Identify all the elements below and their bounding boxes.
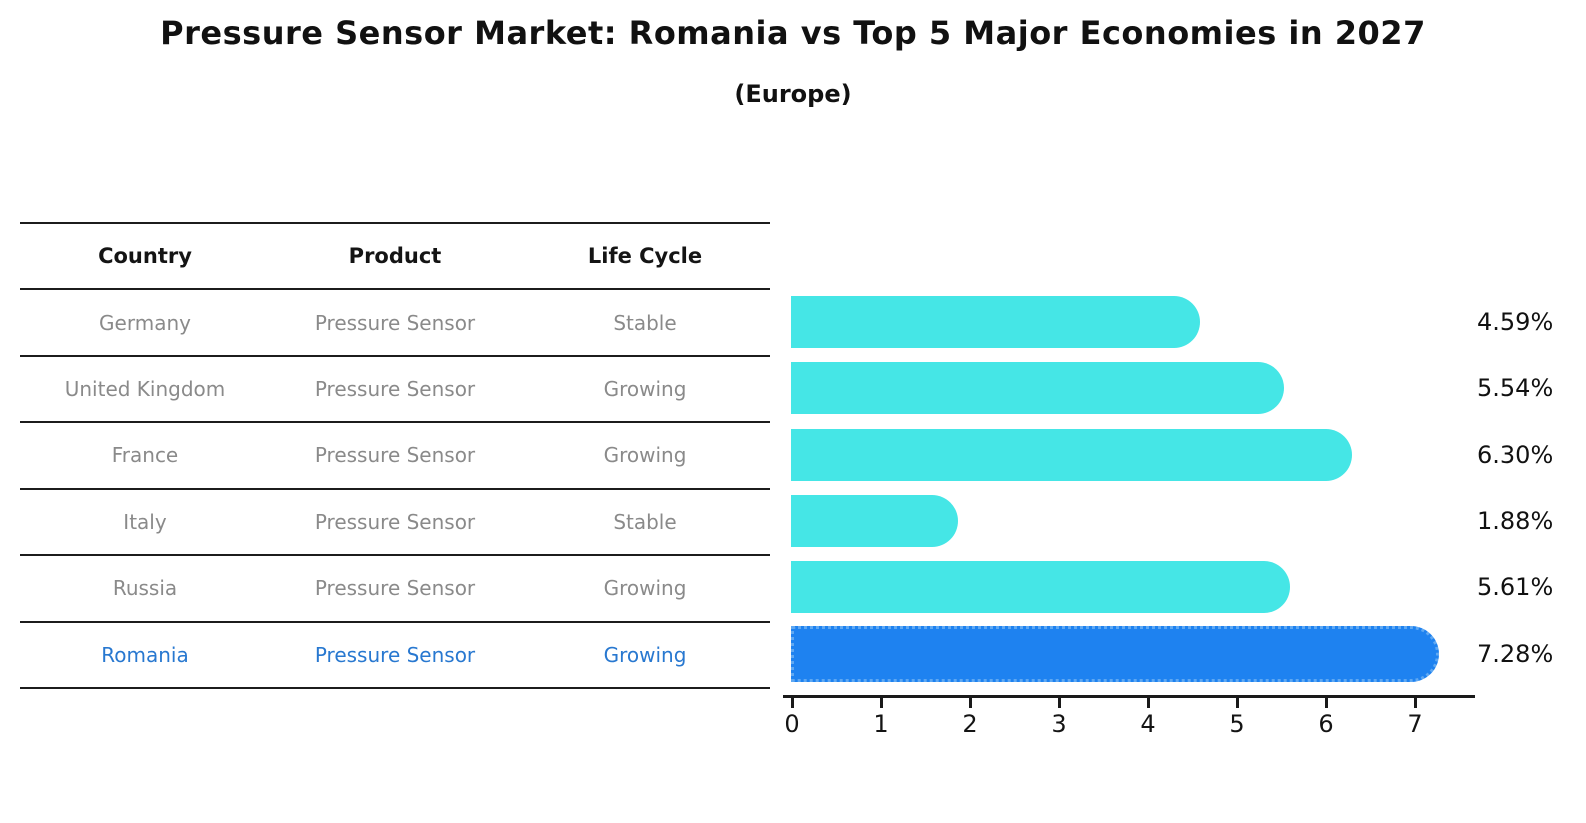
cell-life-cycle: Stable (613, 310, 677, 335)
cell-life-cycle: Growing (603, 642, 687, 667)
table-row: France Pressure Sensor Growing (20, 421, 770, 487)
page-subtitle: (Europe) (734, 80, 852, 108)
table-row: Italy Pressure Sensor Stable (20, 487, 770, 554)
table-row: Russia Pressure Sensor Growing (20, 554, 770, 620)
x-axis-tick (880, 698, 883, 708)
cell-life-cycle: Stable (613, 509, 677, 534)
value-label: 7.28% (1477, 639, 1554, 668)
table-row-highlight-romania: Romania Pressure Sensor Growing (20, 620, 770, 687)
column-header-country: Country (98, 244, 192, 269)
bar-romania-highlight (791, 625, 1439, 682)
x-axis-tick (969, 698, 972, 708)
table-row: Germany Pressure Sensor Stable (20, 288, 770, 354)
value-label: 1.88% (1477, 506, 1554, 535)
cell-country: Romania (101, 642, 189, 667)
value-label: 4.59% (1477, 307, 1554, 336)
x-axis-tick (1058, 698, 1061, 708)
x-tick-label: 6 (1318, 710, 1334, 738)
cell-life-cycle: Growing (603, 443, 687, 468)
x-tick-label: 3 (1051, 710, 1067, 738)
x-axis-tick (1414, 698, 1417, 708)
bar-france (791, 428, 1352, 481)
cell-product: Pressure Sensor (314, 377, 476, 402)
bar-russia (791, 561, 1290, 614)
cell-product: Pressure Sensor (314, 642, 476, 667)
x-axis-tick (1147, 698, 1150, 708)
x-tick-label: 0 (784, 710, 800, 738)
x-axis-line (783, 695, 1475, 698)
bar-united-kingdom (791, 362, 1284, 414)
x-axis-tick (1236, 698, 1239, 708)
page-title: Pressure Sensor Market: Romania vs Top 5… (160, 14, 1426, 52)
x-tick-label: 4 (1140, 710, 1156, 738)
cell-country: Germany (99, 310, 191, 335)
cell-life-cycle: Growing (603, 576, 687, 601)
column-header-life-cycle: Life Cycle (587, 244, 703, 269)
cell-country: Russia (112, 576, 178, 601)
value-label: 6.30% (1477, 440, 1554, 469)
cell-life-cycle: Growing (603, 377, 687, 402)
x-axis-tick (791, 698, 794, 708)
cell-product: Pressure Sensor (314, 443, 476, 468)
cell-product: Pressure Sensor (314, 576, 476, 601)
value-label: 5.61% (1477, 573, 1554, 602)
x-tick-label: 1 (873, 710, 889, 738)
table-row: United Kingdom Pressure Sensor Growing (20, 354, 770, 421)
cell-product: Pressure Sensor (314, 509, 476, 534)
bar-italy (791, 494, 958, 547)
cell-country: United Kingdom (64, 377, 226, 402)
bar-germany (791, 295, 1200, 348)
table-header-row: Country Product Life Cycle (20, 222, 770, 288)
x-tick-label: 5 (1229, 710, 1245, 738)
x-tick-label: 7 (1407, 710, 1423, 738)
x-tick-label: 2 (962, 710, 978, 738)
value-label: 5.54% (1477, 374, 1554, 402)
x-axis-tick (1325, 698, 1328, 708)
comparison-table: Country Product Life Cycle Germany Press… (20, 222, 770, 689)
cell-product: Pressure Sensor (314, 310, 476, 335)
column-header-product: Product (348, 244, 442, 269)
cell-country: Italy (123, 509, 167, 534)
cell-country: France (111, 443, 179, 468)
